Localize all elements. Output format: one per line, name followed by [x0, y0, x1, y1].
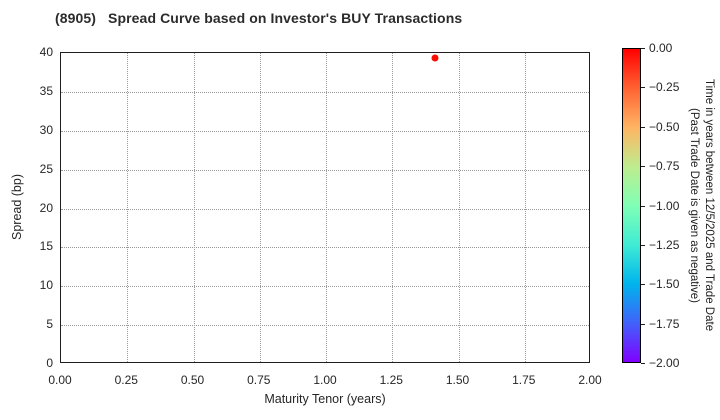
colorbar-tick-label: −1.00: [649, 198, 680, 213]
colorbar-tickmark: [641, 244, 645, 246]
x-tick-label: 1.50: [445, 373, 470, 387]
y-tick-label: 5: [46, 317, 53, 332]
y-tick-label: 30: [39, 122, 53, 137]
gridline-horizontal: [61, 91, 589, 93]
y-tick-label: 40: [39, 45, 53, 59]
gridline-vertical: [392, 53, 394, 362]
x-tick-label: 1.75: [512, 373, 536, 387]
colorbar-tickmark: [641, 166, 645, 168]
gridline-vertical: [326, 53, 327, 362]
gridline-vertical: [193, 53, 195, 362]
colorbar-tickmark: [641, 284, 645, 286]
gridline-horizontal: [61, 325, 589, 327]
scatter-point: [431, 54, 439, 62]
colorbar-tick-label: −1.50: [649, 277, 680, 292]
x-tick-label: 0.50: [180, 373, 205, 387]
colorbar-tick-label: −1.25: [649, 237, 680, 252]
colorbar-label: Time in years between 12/5/2025 and Trad…: [676, 48, 716, 363]
colorbar-tick-label: −2.00: [649, 356, 680, 370]
x-tick-label: 1.00: [313, 373, 337, 387]
plot-area: [60, 52, 590, 363]
gridline-vertical: [259, 53, 261, 362]
gridline-horizontal: [61, 169, 589, 171]
colorbar-tickmark: [641, 205, 645, 207]
gridline-vertical: [127, 53, 129, 362]
colorbar-tickmark: [641, 363, 645, 364]
gridline-horizontal: [61, 130, 589, 132]
colorbar-tick-label: −0.50: [649, 119, 680, 134]
colorbar-tickmark: [641, 87, 645, 89]
colorbar-tick-label: 0.00: [649, 41, 673, 55]
colorbar-tickmark: [641, 48, 645, 49]
colorbar-tick-label: −1.75: [649, 316, 680, 331]
colorbar: [622, 48, 641, 363]
x-tick-label: 1.25: [379, 373, 403, 387]
colorbar-label-line2: (Past Trade Date is given as negative): [688, 108, 700, 303]
gridline-horizontal: [61, 286, 589, 288]
colorbar-tick-label: −0.25: [649, 80, 680, 95]
x-axis-label: Maturity Tenor (years): [264, 392, 386, 406]
y-tick-label: 0: [46, 356, 53, 370]
colorbar-tickmark: [641, 323, 645, 325]
colorbar-tickmark: [641, 126, 645, 128]
x-tick-label: 0.25: [114, 373, 138, 387]
y-tick-label: 15: [39, 239, 53, 254]
gridline-horizontal: [61, 208, 589, 210]
y-tick-label: 20: [39, 200, 53, 215]
x-tick-label: 0.00: [48, 373, 72, 387]
gridline-vertical: [524, 53, 526, 362]
gridline-horizontal: [61, 247, 589, 249]
x-tick-label: 2.00: [578, 373, 602, 387]
gridline-vertical: [458, 53, 460, 362]
y-tick-label: 25: [39, 161, 53, 176]
x-tick-label: 0.75: [247, 373, 271, 387]
y-tick-label: 10: [39, 278, 53, 293]
chart-title: (8905) Spread Curve based on Investor's …: [55, 10, 463, 26]
colorbar-label-line1: Time in years between 12/5/2025 and Trad…: [703, 79, 715, 332]
colorbar-tick-label: −0.75: [649, 159, 680, 174]
y-tick-label: 35: [39, 83, 53, 98]
